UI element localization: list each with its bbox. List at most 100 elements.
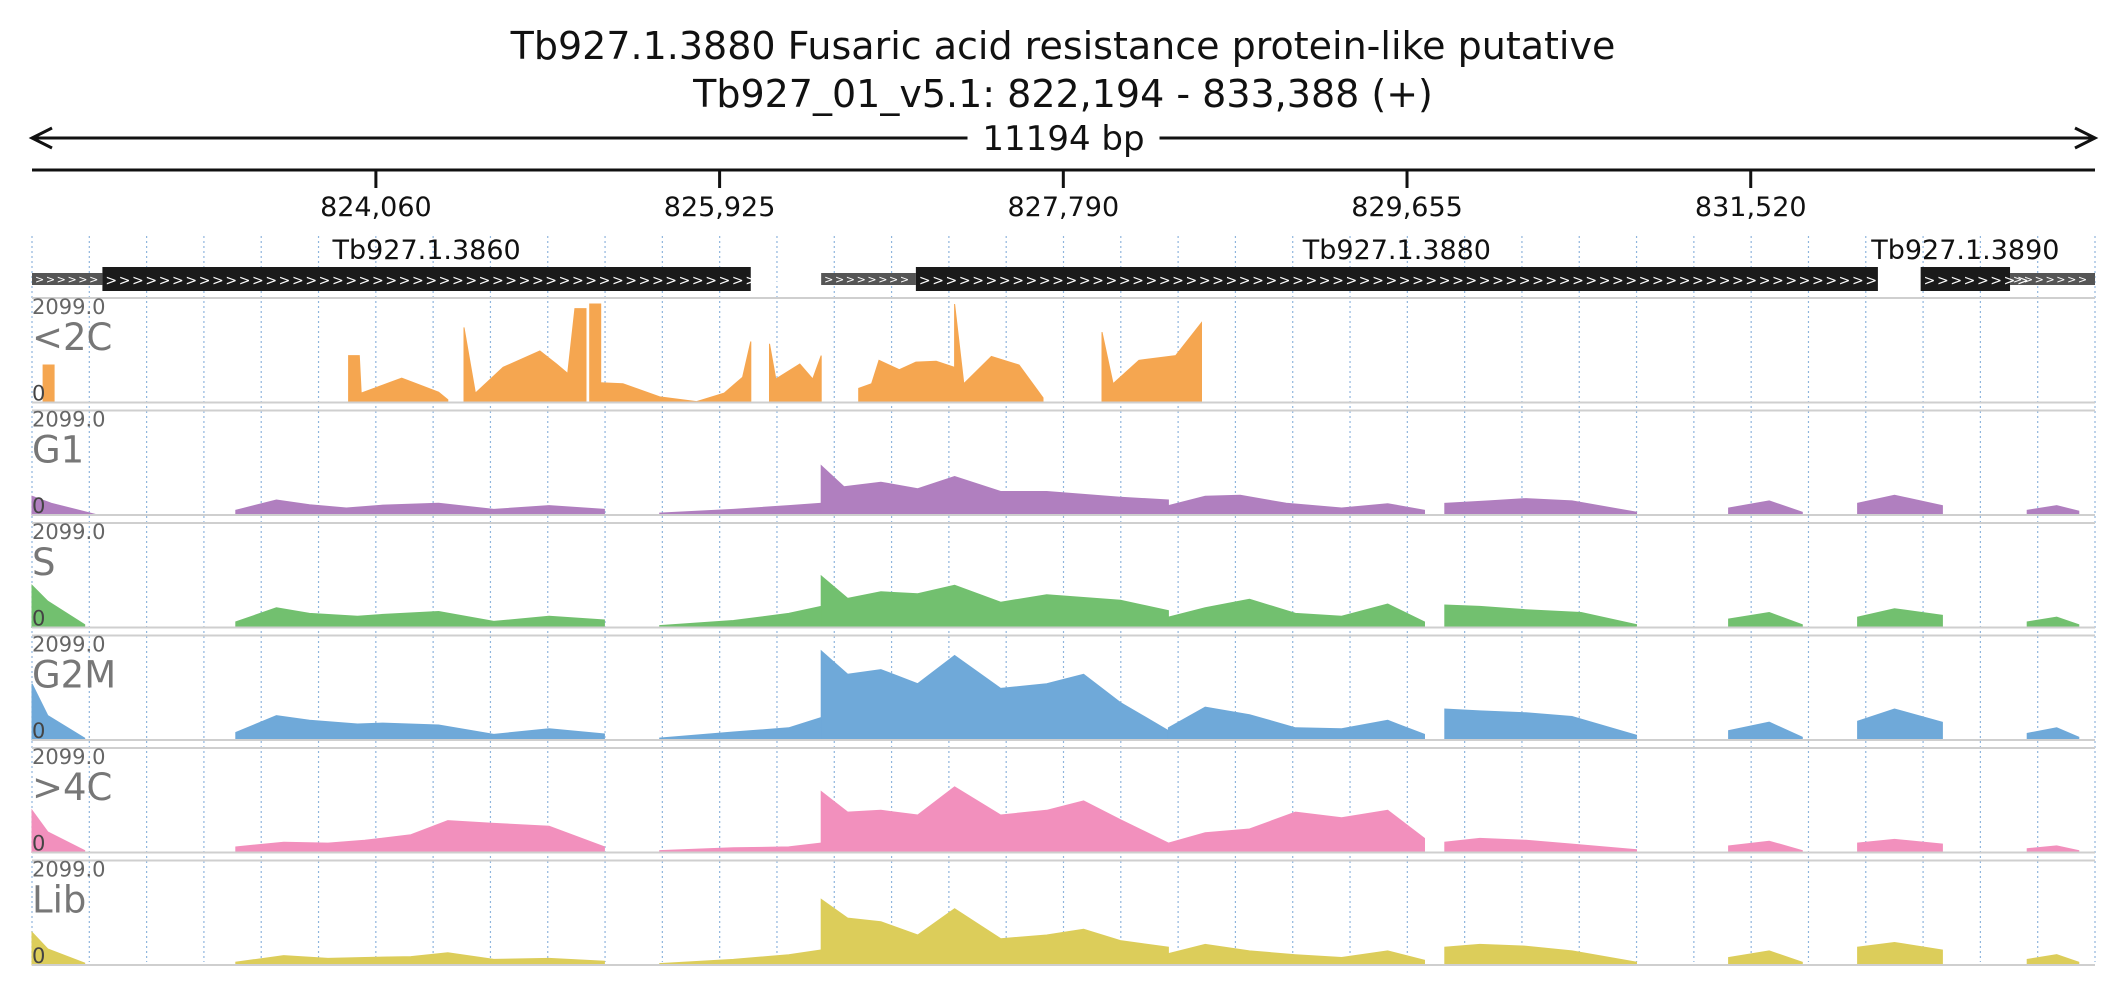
coverage-area <box>1728 840 1803 853</box>
coverage-area <box>1857 494 1943 516</box>
strand-chevrons: >>>>>>>>>>>>>>>>>>>>>>>>>>>>>>>>>>>>>>>>… <box>919 273 2079 289</box>
gene-label: Tb927.1.3880 <box>1302 235 1491 266</box>
axis-tick-label: 825,925 <box>664 192 776 223</box>
coverage-area <box>659 949 822 966</box>
coverage-area <box>1728 721 1803 741</box>
track-min-label: 0 <box>32 719 45 743</box>
coverage-area <box>659 605 822 628</box>
coverage-area <box>659 716 822 741</box>
gene-label: Tb927.1.3890 <box>1870 235 2059 266</box>
coverage-tracks: 2099.0<2C02099.0G102099.0S02099.0G2M0209… <box>31 295 2095 968</box>
cds-box <box>915 267 1878 291</box>
coverage-track: 2099.0S 0 <box>31 520 2095 631</box>
track-name: >4C <box>32 766 112 809</box>
coverage-area <box>1444 943 1637 966</box>
coverage-area <box>659 842 822 853</box>
coverage-area <box>858 359 956 403</box>
coverage-area <box>820 464 1169 516</box>
coverage-area <box>589 303 602 403</box>
coverage-area <box>769 343 822 403</box>
axis-tick-label: 827,790 <box>1007 192 1119 223</box>
coverage-area <box>1728 950 1803 966</box>
gene-feature: >>>>>>>>>>>>>>>>>>>>>>>>>>>>>>>>>>>>>>>>… <box>821 235 2079 291</box>
right-arrow-icon <box>2074 126 2099 150</box>
coverage-area <box>954 303 1044 403</box>
axis-tick-label: 829,655 <box>1351 192 1463 223</box>
coverage-area <box>235 952 605 966</box>
utr-box <box>2010 273 2095 285</box>
gene-label: Tb927.1.3860 <box>331 235 520 266</box>
coverage-area <box>235 715 605 741</box>
coverage-area <box>1857 941 1943 966</box>
track-max-label: 2099.0 <box>32 408 105 432</box>
coverage-track: 2099.0G1 0 <box>31 408 2095 518</box>
coverage-area <box>1857 838 1943 853</box>
span-ruler: 11194 bp <box>28 119 2099 159</box>
track-min-label: 0 <box>32 607 45 631</box>
track-name: S <box>32 541 56 584</box>
coverage-area <box>2026 616 2080 628</box>
track-max-label: 2099.0 <box>32 745 105 769</box>
coverage-area <box>1444 604 1637 628</box>
coverage-area <box>1167 598 1425 628</box>
coverage-area <box>1101 321 1202 403</box>
coverage-area <box>1857 708 1943 741</box>
coverage-area <box>1857 608 1943 628</box>
coverage-area <box>820 574 1169 628</box>
track-name: G1 <box>32 429 84 472</box>
coverage-area <box>820 786 1169 853</box>
coverage-area <box>1167 809 1425 853</box>
utr-box <box>32 273 103 285</box>
strand-chevrons: >>>>>>>>>>>>>>>>>>>>>>>>>>>>>>>>>>>>>>>>… <box>105 273 892 289</box>
coverage-area <box>1728 500 1803 516</box>
coverage-area <box>2026 727 2080 741</box>
track-min-label: 0 <box>32 832 45 856</box>
coverage-area <box>1444 837 1637 853</box>
coverage-area <box>2026 505 2080 516</box>
coverage-area <box>235 499 605 516</box>
track-max-label: 2099.0 <box>32 295 105 319</box>
strand-chevrons: >>>>>>>> <box>1924 273 2031 289</box>
cds-box <box>1920 267 2011 291</box>
axis-tick-label: 824,060 <box>320 192 432 223</box>
coverage-track: 2099.0>4C 0 <box>31 745 2095 856</box>
track-max-label: 2099.0 <box>32 633 105 657</box>
coverage-area <box>820 649 1169 741</box>
coverage-area <box>1167 494 1425 516</box>
track-max-label: 2099.0 <box>32 858 105 882</box>
track-name: <2C <box>32 316 112 359</box>
axis-tick-label: 831,520 <box>1695 192 1807 223</box>
track-name: G2M <box>32 654 116 697</box>
coverage-area <box>567 308 587 403</box>
coverage-area <box>600 341 752 403</box>
track-min-label: 0 <box>32 494 45 518</box>
coverage-area <box>463 327 569 403</box>
strand-chevrons: >>>>>>>> <box>824 273 911 286</box>
coverage-area <box>2026 954 2080 966</box>
utr-box <box>821 273 916 285</box>
strand-chevrons: >>>>>> <box>35 273 100 286</box>
strand-chevrons: >>>>>>> <box>2013 273 2089 286</box>
track-min-label: 0 <box>32 944 45 968</box>
gene-feature: >>>>>>>>>>>>>>>>>>>>>>>>>>>>>>>>>>>>>>>>… <box>32 235 892 291</box>
chart-title: Tb927.1.3880 Fusaric acid resistance pro… <box>510 24 1616 68</box>
track-name: Lib <box>32 879 86 922</box>
track-min-label: 0 <box>32 382 45 406</box>
cds-box <box>102 267 751 291</box>
coverage-area <box>1444 498 1637 516</box>
coordinate-axis: 824,060 825,925 827,790 829,655 831,520 <box>32 168 2095 223</box>
coverage-area <box>235 607 605 628</box>
gene-track: >>>>>> >>>>>>>>>>>>>>>>>>>>>>>>>>>>>>>>>>… <box>32 235 2095 291</box>
genomic-location: Tb927_01_v5.1: 822,194 - 833,388 (+) <box>693 72 1433 116</box>
coverage-area <box>235 820 605 853</box>
coverage-area <box>1728 611 1803 628</box>
left-arrow-icon <box>28 126 53 150</box>
coverage-area <box>1167 706 1425 741</box>
coverage-area <box>1444 708 1637 741</box>
track-max-label: 2099.0 <box>32 520 105 544</box>
gene-feature: >>>>>>>>>>>>>>> Tb927.1.3890 <box>1870 235 2095 291</box>
coverage-track: 2099.0<2C 0 <box>32 295 2095 406</box>
